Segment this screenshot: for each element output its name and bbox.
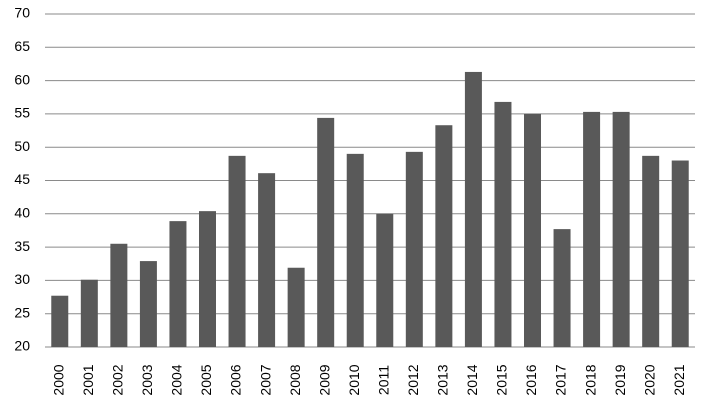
x-tick-label: 2000: [50, 364, 66, 395]
bar: [583, 111, 601, 347]
y-tick-label: 45: [14, 171, 30, 187]
bar: [405, 151, 423, 347]
bar: [110, 243, 128, 347]
x-tick-label: 2002: [110, 364, 126, 395]
bar: [524, 113, 541, 348]
x-tick-label: 2010: [346, 364, 362, 395]
bar: [139, 261, 157, 347]
x-tick-label: 2011: [375, 365, 391, 395]
y-tick-label: 65: [14, 38, 30, 54]
x-tick-label: 2017: [553, 364, 569, 395]
bar: [258, 173, 276, 347]
x-tick-label: 2019: [612, 364, 628, 395]
x-tick-label: 2004: [169, 364, 185, 395]
x-tick-label: 2016: [523, 364, 539, 395]
bar: [435, 125, 453, 347]
y-tick-label: 55: [14, 105, 30, 121]
y-tick-label: 30: [14, 271, 30, 287]
y-tick-label: 25: [14, 304, 30, 320]
bar: [612, 111, 630, 347]
x-tick-label: 2015: [494, 364, 510, 395]
bar: [51, 295, 69, 347]
x-tick-label: 2003: [139, 364, 155, 395]
x-tick-label: 2014: [464, 364, 480, 395]
bar: [80, 279, 98, 347]
x-tick-label: 2005: [198, 364, 214, 395]
y-tick-label: 20: [14, 338, 30, 354]
bar: [287, 267, 305, 347]
x-tick-label: 2018: [582, 364, 598, 395]
bar: [494, 101, 512, 347]
bar: [553, 229, 571, 347]
bar: [199, 211, 216, 347]
bar: [317, 117, 335, 348]
x-tick-label: 2013: [435, 364, 451, 395]
x-tick-label: 2009: [316, 364, 332, 395]
y-tick-label: 35: [14, 238, 30, 254]
y-tick-label: 50: [14, 138, 30, 154]
bar: [671, 160, 689, 347]
x-tick-label: 2001: [80, 364, 96, 395]
y-tick-label: 40: [14, 205, 30, 221]
x-tick-label: 2020: [641, 364, 657, 395]
bar: [169, 221, 187, 347]
y-tick-label: 70: [14, 5, 30, 21]
x-tick-label: 2008: [287, 364, 303, 395]
bar: [228, 155, 246, 347]
x-tick-label: 2007: [257, 364, 273, 395]
bar: [642, 155, 660, 347]
x-tick-label: 2012: [405, 364, 421, 395]
x-tick-label: 2006: [228, 364, 244, 395]
bar: [346, 153, 364, 347]
bar: [464, 71, 482, 347]
y-tick-label: 60: [14, 71, 30, 87]
bar: [376, 213, 394, 347]
x-tick-label: 2021: [671, 364, 687, 395]
